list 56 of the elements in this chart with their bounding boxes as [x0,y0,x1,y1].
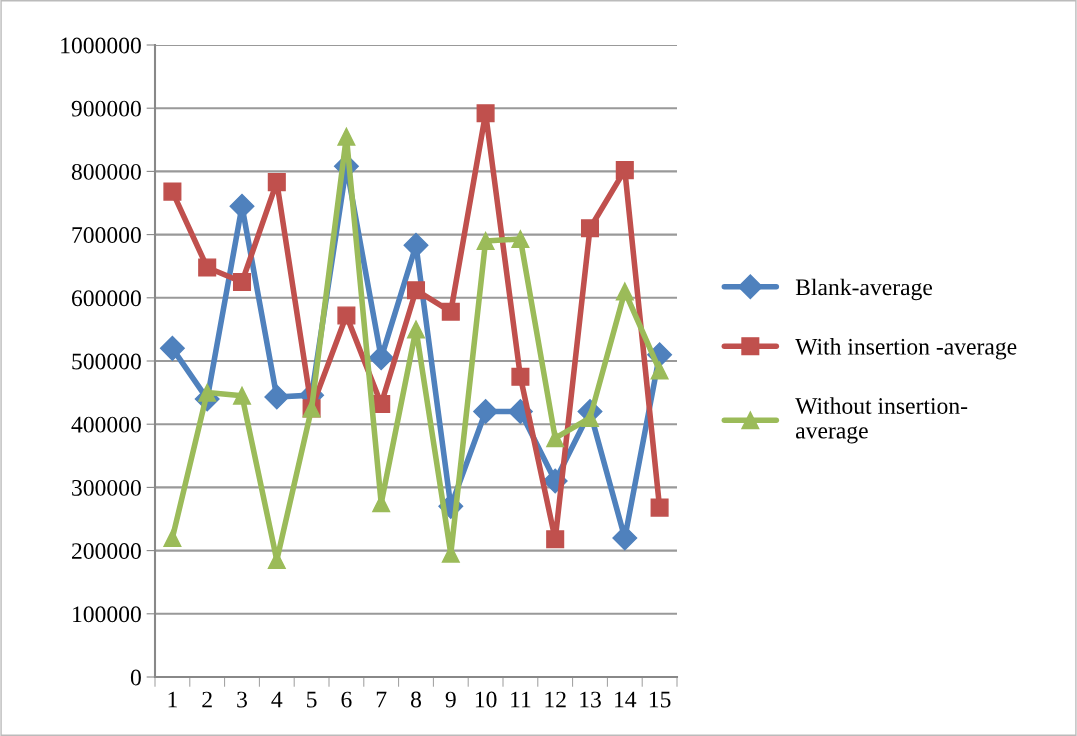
x-tick-label: 12 [545,691,566,708]
point [473,399,499,425]
point [476,231,495,250]
x-tick-label: 4 [271,691,283,708]
y-tick-label: 800000 [71,163,141,180]
x-tick-label: 14 [615,691,637,708]
x-tick-label: 6 [341,691,352,708]
point [337,306,356,325]
x-tick-label: 11 [511,691,531,708]
point [476,104,495,123]
point [337,127,356,146]
y-tick-label: 100000 [73,606,141,623]
y-tick-label: 900000 [71,100,141,117]
point [159,335,185,361]
y-tick-label: 500000 [72,353,141,370]
y-tick-label: 700000 [72,227,141,244]
point [511,367,530,386]
y-tick-label: 600000 [71,290,141,307]
x-tick-label: 5 [307,691,317,708]
x-tick-label: 13 [580,691,601,708]
x-tick-label: 8 [411,691,421,708]
point [368,345,394,371]
point [198,258,217,277]
legend-label: Blank-average [795,278,933,301]
point [612,525,638,551]
legend-label: With insertion -average [795,338,1017,360]
x-tick-label: 9 [445,691,456,708]
point [546,429,565,448]
point [511,229,530,249]
legend-label: Without insertion- average [795,397,968,444]
point [615,161,634,180]
x-tick-label: 15 [649,691,671,708]
point [264,384,290,410]
y-tick-label: 400000 [71,416,141,433]
x-tick-label: 1 [168,691,177,708]
y-tick-label: 0 [130,669,141,686]
y-tick-label: 1000000 [61,37,141,54]
point [406,320,426,339]
x-tick-label: 7 [376,691,387,708]
point [650,361,669,380]
x-tick-label: 10 [475,691,497,708]
y-tick-label: 300000 [72,479,141,496]
point [267,173,286,192]
x-tick-label: 2 [202,691,212,708]
point [163,528,182,547]
point [232,272,252,292]
point [546,530,565,549]
x-tick-label: 3 [237,691,247,708]
point [406,281,426,300]
point [232,386,252,405]
point [441,302,460,321]
point [580,219,600,238]
y-tick-label: 200000 [72,543,141,560]
point [615,282,634,301]
point [650,498,669,517]
point [163,182,182,201]
